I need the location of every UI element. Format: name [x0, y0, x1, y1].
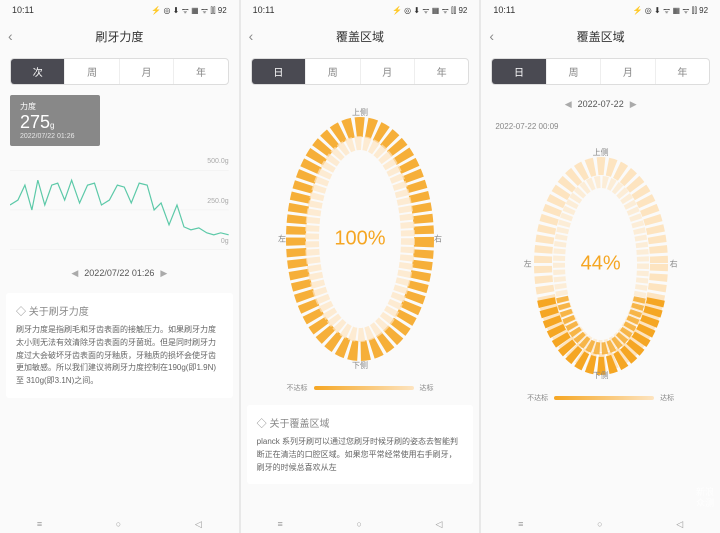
tab-month[interactable]: 月	[601, 59, 655, 84]
header: ‹ 刷牙力度	[0, 20, 239, 52]
force-unit: g	[50, 121, 54, 130]
prev-icon[interactable]: ◀	[71, 268, 78, 278]
about-section: ◇ 关于刷牙力度 刷牙力度是指刷毛和牙齿表面的接触压力。如果刷牙力度太小则无法有…	[6, 293, 233, 398]
force-info: 力度 275g 2022/07/22 01:26	[10, 95, 100, 146]
back-icon[interactable]: ‹	[489, 28, 494, 44]
label-bottom: 下侧	[352, 360, 368, 371]
about-section: ◇ 关于覆盖区域 planck 系列牙刷可以通过您刷牙时候牙刷的姿态去智能判断正…	[247, 405, 474, 484]
screen-coverage-44: 10:11 ⚡ ◎ ⬇ ᯤ ▦ ᯤ ⫿⫿ 92 ‹ 覆盖区域 日 周 月 年 ◀…	[481, 0, 720, 533]
page-title: 刷牙力度	[95, 28, 143, 45]
tab-month[interactable]: 月	[120, 59, 174, 84]
back-icon[interactable]: ‹	[249, 28, 254, 44]
nav-recent[interactable]: ≡	[37, 519, 42, 529]
android-nav: ≡ ○ ◁	[241, 515, 480, 533]
tab-week[interactable]: 周	[547, 59, 601, 84]
tab-week[interactable]: 周	[65, 59, 119, 84]
force-date: 2022/07/22 01:26	[20, 133, 90, 140]
tab-day[interactable]: 日	[492, 59, 546, 84]
tab-year[interactable]: 年	[656, 59, 709, 84]
teeth-diagram: 上侧 下侧 左 右 100%	[270, 109, 450, 369]
tab-session[interactable]: 次	[11, 59, 65, 84]
tab-year[interactable]: 年	[174, 59, 227, 84]
section-text: 刷牙力度是指刷毛和牙齿表面的接触压力。如果刷牙力度太小则无法有效清除牙齿表面的牙…	[16, 324, 223, 388]
section-title: ◇ 关于覆盖区域	[257, 415, 464, 430]
nav-home[interactable]: ○	[597, 519, 602, 529]
nav-home[interactable]: ○	[356, 519, 361, 529]
label-left: 左	[524, 259, 532, 270]
android-nav: ≡ ○ ◁	[0, 515, 239, 533]
status-icons: ⚡ ◎ ⬇ ᯤ ▦ ᯤ ⫿⫿ 92	[392, 5, 467, 16]
back-icon[interactable]: ‹	[8, 28, 13, 44]
y-label-500: 500.0g	[207, 158, 228, 165]
time-tabs: 日 周 月 年	[251, 58, 470, 85]
prev-icon[interactable]: ◀	[565, 99, 572, 109]
section-text: planck 系列牙刷可以通过您刷牙时候牙刷的姿态去智能判断正在清洁的口腔区域。…	[257, 436, 464, 474]
legend-bar	[554, 396, 654, 400]
label-left: 左	[278, 234, 286, 245]
screen-coverage-100: 10:11 ⚡ ◎ ⬇ ᯤ ▦ ᯤ ⫿⫿ 92 ‹ 覆盖区域 日 周 月 年 上…	[241, 0, 480, 533]
nav-back[interactable]: ◁	[195, 519, 202, 530]
status-time: 10:11	[12, 5, 34, 15]
status-time: 10:11	[493, 5, 515, 15]
next-icon[interactable]: ▶	[630, 99, 637, 109]
force-value: 275	[20, 112, 50, 132]
nav-recent[interactable]: ≡	[278, 519, 283, 529]
tab-year[interactable]: 年	[415, 59, 468, 84]
date-navigator[interactable]: ◀ 2022-07-22 ▶	[481, 91, 720, 118]
tab-month[interactable]: 月	[361, 59, 415, 84]
page-title: 覆盖区域	[336, 28, 384, 45]
nav-back[interactable]: ◁	[436, 519, 443, 530]
label-right: 右	[670, 259, 678, 270]
coverage-percent: 100%	[334, 228, 385, 251]
force-label: 力度	[20, 101, 90, 112]
chart-svg	[10, 150, 229, 260]
time-tabs: 日 周 月 年	[491, 58, 710, 85]
record-timestamp: 2022-07-22 00:09	[481, 118, 720, 135]
label-right: 右	[434, 234, 442, 245]
screen-brushing-force: 10:11 ⚡ ◎ ⬇ ᯤ ▦ ᯤ ⫿⫿ 92 ‹ 刷牙力度 次 周 月 年 力…	[0, 0, 239, 533]
section-title: ◇ 关于刷牙力度	[16, 303, 223, 318]
tab-week[interactable]: 周	[306, 59, 360, 84]
tab-day[interactable]: 日	[252, 59, 306, 84]
time-tabs: 次 周 月 年	[10, 58, 229, 85]
header: ‹ 覆盖区域	[241, 20, 480, 52]
legend-fail: 不达标	[527, 393, 548, 403]
header: ‹ 覆盖区域	[481, 20, 720, 52]
label-top: 上侧	[352, 107, 368, 118]
legend: 不达标 达标	[241, 377, 480, 399]
label-bottom: 下侧	[593, 370, 609, 381]
teeth-diagram: 上侧 下侧 左 右 44%	[516, 149, 686, 379]
y-label-250: 250.0g	[207, 198, 228, 205]
legend-bar	[314, 386, 414, 390]
next-icon[interactable]: ▶	[160, 268, 167, 278]
nav-back[interactable]: ◁	[676, 519, 683, 530]
status-bar: 10:11 ⚡ ◎ ⬇ ᯤ ▦ ᯤ ⫿⫿ 92	[481, 0, 720, 20]
date-navigator[interactable]: ◀ 2022/07/22 01:26 ▶	[0, 260, 239, 287]
legend-fail: 不达标	[287, 383, 308, 393]
android-nav: ≡ ○ ◁	[481, 515, 720, 533]
nav-recent[interactable]: ≡	[518, 519, 523, 529]
current-date: 2022-07-22	[578, 99, 624, 109]
y-label-0: 0g	[221, 238, 229, 245]
page-title: 覆盖区域	[577, 28, 625, 45]
status-time: 10:11	[253, 5, 275, 15]
status-icons: ⚡ ◎ ⬇ ᯤ ▦ ᯤ ⫿⫿ 92	[151, 5, 226, 16]
chart-line	[10, 180, 229, 235]
legend: 不达标 达标	[481, 387, 720, 409]
legend-pass: 达标	[420, 383, 434, 393]
current-date: 2022/07/22 01:26	[84, 268, 154, 278]
status-bar: 10:11 ⚡ ◎ ⬇ ᯤ ▦ ᯤ ⫿⫿ 92	[241, 0, 480, 20]
coverage-percent: 44%	[581, 253, 621, 276]
status-icons: ⚡ ◎ ⬇ ᯤ ▦ ᯤ ⫿⫿ 92	[633, 5, 708, 16]
legend-pass: 达标	[660, 393, 674, 403]
nav-home[interactable]: ○	[116, 519, 121, 529]
watermark: 新浪 众测	[696, 487, 714, 509]
force-chart: 500.0g 250.0g 0g	[10, 150, 229, 260]
label-top: 上侧	[593, 147, 609, 158]
status-bar: 10:11 ⚡ ◎ ⬇ ᯤ ▦ ᯤ ⫿⫿ 92	[0, 0, 239, 20]
